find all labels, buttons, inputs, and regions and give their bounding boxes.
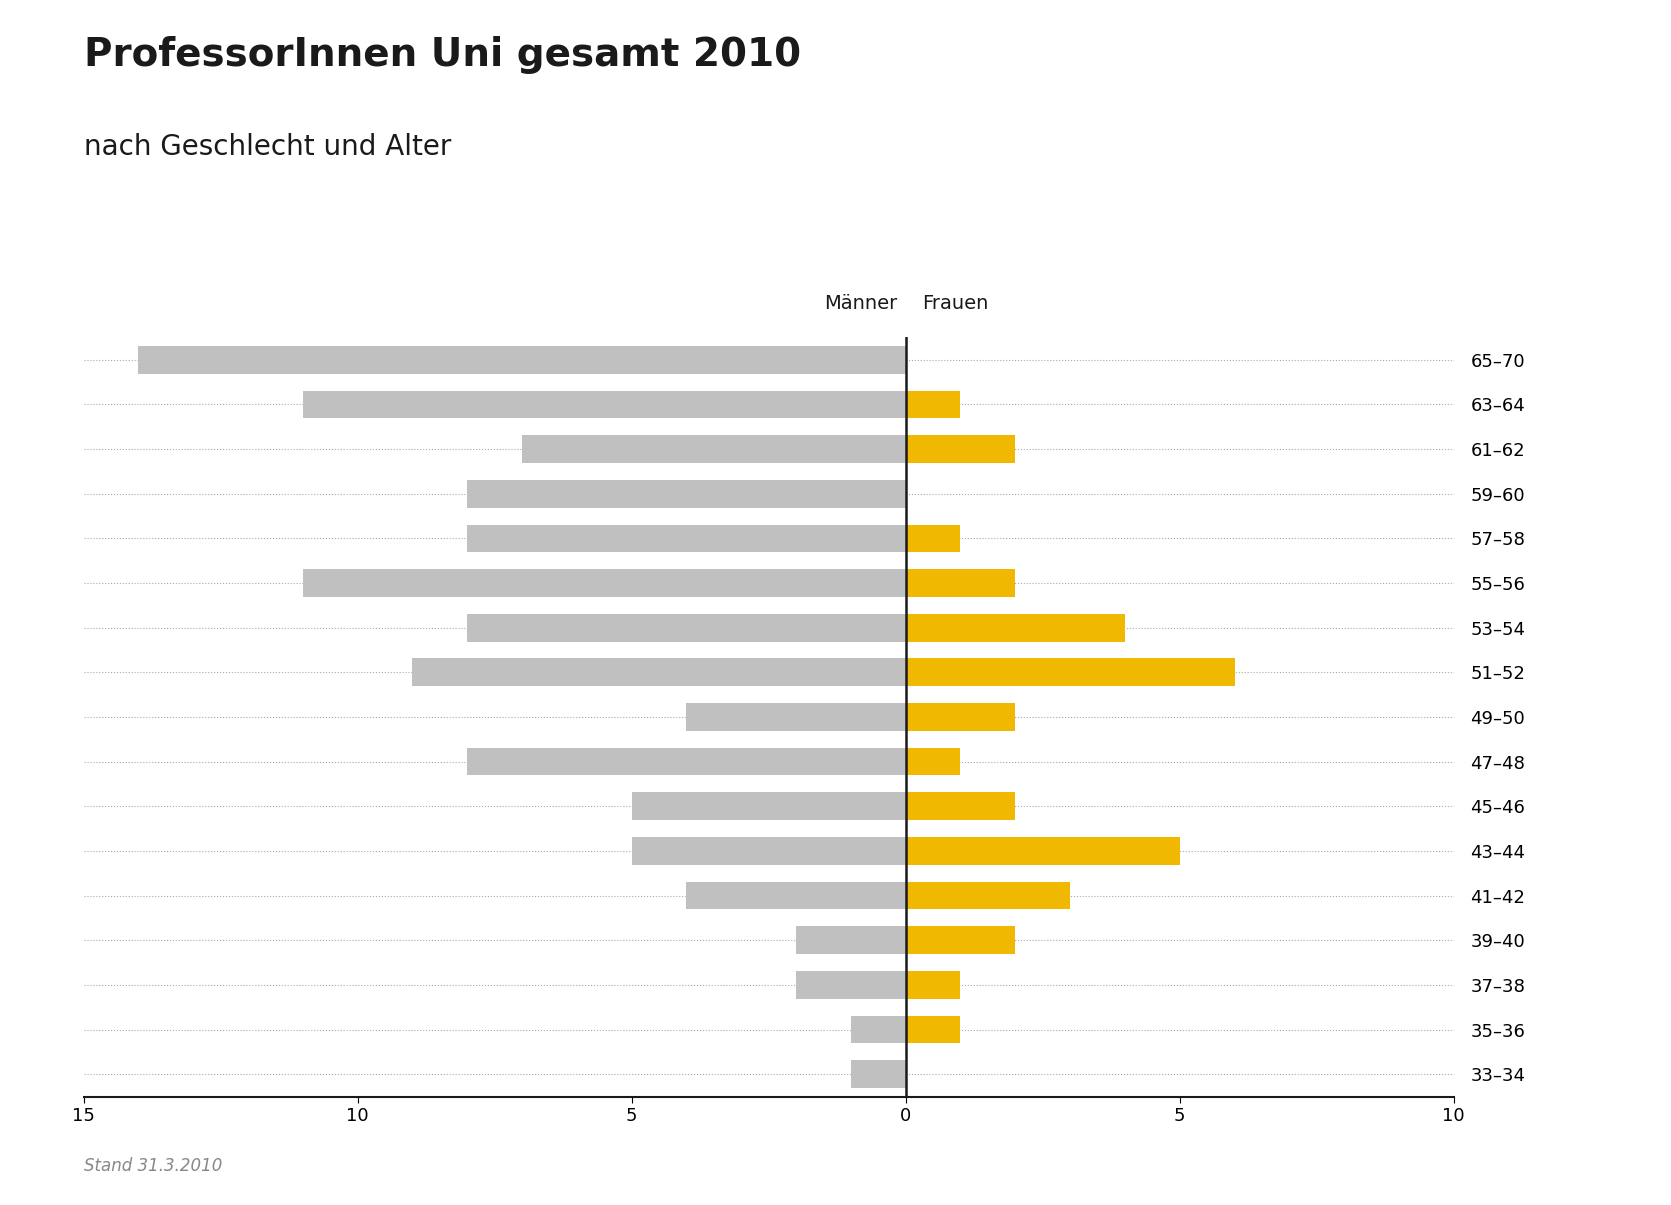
Bar bbox=[468, 613, 906, 641]
Bar bbox=[851, 1060, 906, 1088]
Bar bbox=[906, 1016, 961, 1044]
Text: Stand 31.3.2010: Stand 31.3.2010 bbox=[84, 1157, 222, 1175]
Bar bbox=[906, 658, 1235, 686]
Bar bbox=[468, 480, 906, 507]
Text: nach Geschlecht und Alter: nach Geschlecht und Alter bbox=[84, 133, 451, 160]
Bar bbox=[906, 837, 1180, 865]
Bar bbox=[906, 524, 961, 552]
Text: Frauen: Frauen bbox=[922, 294, 989, 313]
Text: Männer: Männer bbox=[824, 294, 897, 313]
Bar bbox=[632, 837, 906, 865]
Bar bbox=[795, 971, 906, 999]
Bar bbox=[906, 793, 1016, 821]
Bar bbox=[687, 704, 906, 730]
Bar bbox=[906, 569, 1016, 596]
Bar bbox=[139, 346, 906, 374]
Bar bbox=[795, 927, 906, 954]
Bar bbox=[468, 524, 906, 552]
Bar bbox=[302, 390, 906, 418]
Text: ProfessorInnen Uni gesamt 2010: ProfessorInnen Uni gesamt 2010 bbox=[84, 36, 800, 75]
Bar bbox=[632, 793, 906, 821]
Bar bbox=[906, 613, 1125, 641]
Bar bbox=[906, 390, 961, 418]
Bar bbox=[687, 882, 906, 910]
Bar bbox=[906, 971, 961, 999]
Bar bbox=[302, 569, 906, 596]
Bar bbox=[468, 748, 906, 776]
Bar bbox=[521, 435, 906, 463]
Bar bbox=[906, 927, 1016, 954]
Bar bbox=[906, 882, 1069, 910]
Bar bbox=[906, 704, 1016, 730]
Bar bbox=[413, 658, 906, 686]
Bar bbox=[906, 435, 1016, 463]
Bar bbox=[851, 1016, 906, 1044]
Bar bbox=[906, 748, 961, 776]
